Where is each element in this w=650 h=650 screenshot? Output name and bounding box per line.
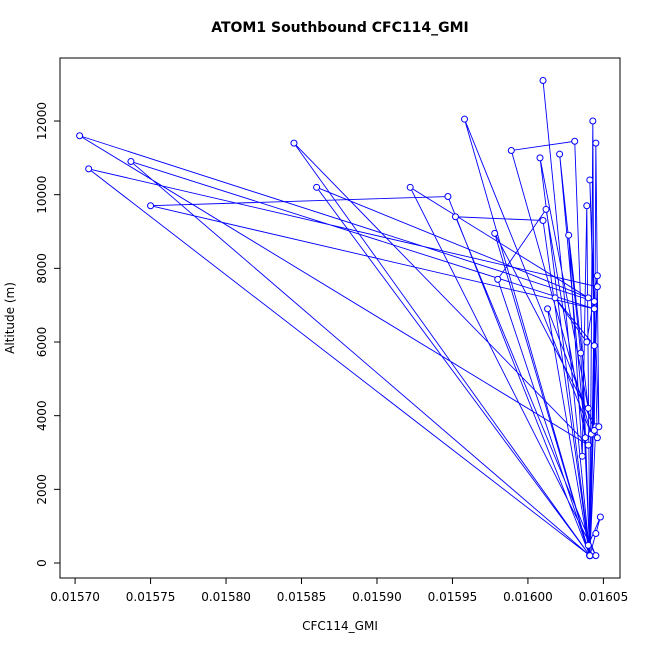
data-point: [584, 404, 592, 412]
data-point: [451, 213, 459, 221]
data-point: [544, 305, 552, 313]
y-tick-label: 10000: [35, 176, 49, 214]
data-point: [571, 137, 579, 145]
data-point: [586, 176, 594, 184]
data-point: [578, 452, 586, 460]
data-point: [593, 434, 601, 442]
y-axis-label: Altitude (m): [3, 282, 17, 354]
data-point: [583, 338, 591, 346]
data-point: [586, 552, 594, 560]
data-point: [507, 146, 515, 154]
data-point: [583, 202, 591, 210]
x-tick-label: 0.01575: [126, 590, 176, 604]
data-point: [539, 77, 547, 85]
x-axis-label: CFC114_GMI: [302, 619, 378, 633]
data-point: [584, 541, 592, 549]
data-point: [584, 441, 592, 449]
data-point: [494, 275, 502, 283]
x-tick-label: 0.01605: [579, 590, 629, 604]
data-point: [85, 165, 93, 173]
y-tick-label: 8000: [35, 253, 49, 284]
data-point: [76, 132, 84, 140]
data-point: [595, 423, 603, 431]
x-tick-label: 0.01590: [352, 590, 402, 604]
data-point: [581, 434, 589, 442]
data-point: [592, 139, 600, 147]
data-point: [593, 283, 601, 291]
data-point: [539, 216, 547, 224]
data-point: [584, 294, 592, 302]
x-tick-label: 0.01600: [503, 590, 553, 604]
data-point: [127, 158, 135, 166]
data-point: [592, 552, 600, 560]
data-point: [590, 342, 598, 350]
y-tick-label: 2000: [35, 474, 49, 505]
data-point: [556, 150, 564, 158]
x-tick-label: 0.01580: [201, 590, 251, 604]
y-tick-label: 12000: [35, 102, 49, 140]
data-point: [542, 205, 550, 213]
data-point: [590, 426, 598, 434]
data-point: [593, 272, 601, 280]
data-point: [590, 305, 598, 313]
data-point: [491, 229, 499, 237]
x-tick-label: 0.01585: [277, 590, 327, 604]
data-point: [565, 231, 573, 239]
y-tick-label: 0: [35, 559, 49, 567]
data-point: [596, 513, 604, 521]
chart-title: ATOM1 Southbound CFC114_GMI: [211, 20, 469, 36]
y-tick-label: 6000: [35, 327, 49, 358]
x-tick-label: 0.01595: [428, 590, 478, 604]
data-point: [592, 530, 600, 538]
data-point: [147, 202, 155, 210]
data-point: [406, 183, 414, 191]
series-line: [79, 80, 601, 557]
data-point: [590, 297, 598, 305]
data-point: [589, 117, 597, 125]
data-point: [444, 193, 452, 201]
data-point: [551, 294, 559, 302]
x-tick-label: 0.01570: [50, 590, 100, 604]
data-point: [290, 139, 298, 147]
data-point: [461, 115, 469, 123]
data-point: [536, 154, 544, 162]
y-tick-label: 4000: [35, 400, 49, 431]
plot-frame: [59, 57, 621, 579]
data-point: [313, 183, 321, 191]
data-point: [577, 349, 585, 357]
